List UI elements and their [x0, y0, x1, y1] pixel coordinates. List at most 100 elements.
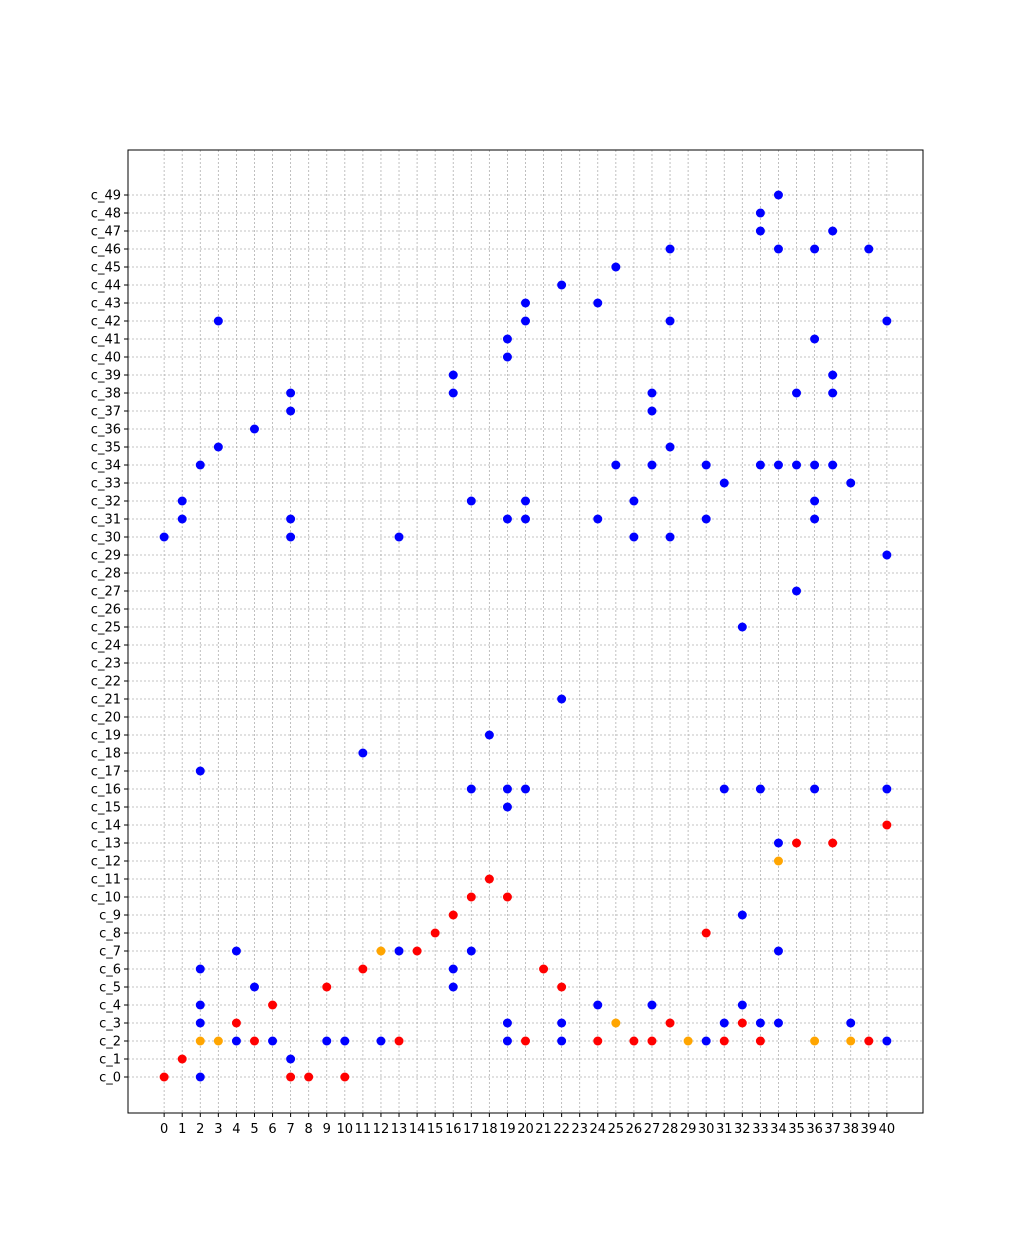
data-point-blue — [665, 244, 675, 254]
x-tick-label: 22 — [553, 1122, 570, 1137]
y-tick-label: c_36 — [91, 423, 121, 438]
x-tick-label: 31 — [716, 1122, 733, 1137]
data-point-blue — [792, 388, 802, 398]
y-tick-label: c_17 — [91, 765, 121, 780]
data-point-blue — [611, 460, 621, 470]
y-tick-label: c_15 — [91, 801, 121, 816]
y-tick-label: c_21 — [91, 693, 121, 708]
data-point-orange — [376, 946, 386, 956]
data-points — [159, 190, 892, 1082]
data-point-blue — [810, 460, 820, 470]
data-point-red — [792, 838, 802, 848]
data-point-blue — [882, 1036, 892, 1046]
data-point-blue — [231, 1036, 241, 1046]
data-point-red — [268, 1000, 278, 1010]
data-point-blue — [466, 784, 476, 794]
y-tick-label: c_47 — [91, 225, 121, 240]
data-point-red — [466, 892, 476, 902]
x-tick-label: 10 — [337, 1122, 354, 1137]
data-point-blue — [322, 1036, 332, 1046]
data-point-blue — [773, 244, 783, 254]
x-tick-label: 11 — [355, 1122, 372, 1137]
data-point-blue — [647, 1000, 657, 1010]
y-tick-label: c_34 — [91, 459, 121, 474]
data-point-red — [719, 1036, 729, 1046]
y-tick-label: c_2 — [99, 1035, 121, 1050]
data-point-blue — [448, 964, 458, 974]
x-tick-label: 39 — [861, 1122, 878, 1137]
y-tick-label: c_5 — [99, 981, 121, 996]
y-tick-label: c_1 — [99, 1053, 121, 1068]
data-point-blue — [195, 964, 205, 974]
data-point-blue — [593, 514, 603, 524]
data-point-blue — [593, 1000, 603, 1010]
data-point-red — [882, 820, 892, 830]
data-point-blue — [484, 730, 494, 740]
x-tick-label: 32 — [734, 1122, 751, 1137]
data-point-blue — [502, 352, 512, 362]
data-point-orange — [683, 1036, 693, 1046]
x-tick-label: 34 — [770, 1122, 787, 1137]
data-point-blue — [647, 388, 657, 398]
data-point-red — [593, 1036, 603, 1046]
x-axis-ticks: 0 1 2 3 4 5 6 7 8 9 10 11 12 13 14 15 16 17 18 19 20 21 22 23 24… — [160, 1113, 895, 1137]
data-point-blue — [647, 460, 657, 470]
data-point-blue — [629, 496, 639, 506]
x-tick-label: 33 — [752, 1122, 769, 1137]
x-tick-label: 3 — [214, 1122, 222, 1137]
y-tick-label: c_0 — [99, 1071, 121, 1086]
data-point-blue — [195, 1018, 205, 1028]
data-point-blue — [719, 784, 729, 794]
y-tick-label: c_48 — [91, 207, 121, 222]
data-point-blue — [701, 514, 711, 524]
x-tick-label: 36 — [806, 1122, 823, 1137]
data-point-blue — [521, 784, 530, 794]
data-point-blue — [448, 388, 458, 398]
y-tick-label: c_39 — [91, 369, 121, 384]
data-point-blue — [376, 1036, 386, 1046]
data-point-red — [286, 1072, 296, 1082]
data-point-blue — [773, 1018, 783, 1028]
x-tick-label: 21 — [535, 1122, 552, 1137]
data-point-blue — [665, 532, 675, 542]
data-point-blue — [737, 622, 747, 632]
x-tick-label: 7 — [286, 1122, 294, 1137]
data-point-blue — [755, 1018, 765, 1028]
data-point-blue — [828, 460, 838, 470]
x-tick-label: 12 — [373, 1122, 390, 1137]
data-point-blue — [792, 586, 802, 596]
data-point-blue — [195, 460, 205, 470]
data-point-blue — [810, 784, 820, 794]
x-tick-label: 1 — [178, 1122, 186, 1137]
data-point-blue — [213, 316, 223, 326]
x-tick-label: 9 — [323, 1122, 331, 1137]
data-point-red — [484, 874, 494, 884]
x-tick-label: 40 — [879, 1122, 896, 1137]
data-point-blue — [810, 244, 820, 254]
data-point-blue — [882, 316, 892, 326]
y-tick-label: c_16 — [91, 783, 121, 798]
data-point-red — [647, 1036, 657, 1046]
data-point-blue — [231, 946, 241, 956]
y-tick-label: c_27 — [91, 585, 121, 600]
y-tick-label: c_18 — [91, 747, 121, 762]
data-point-blue — [195, 1000, 205, 1010]
y-tick-label: c_41 — [91, 333, 121, 348]
data-point-blue — [195, 766, 205, 776]
data-point-blue — [593, 298, 603, 308]
data-point-blue — [792, 460, 802, 470]
x-tick-label: 15 — [427, 1122, 444, 1137]
grid-lines — [128, 150, 923, 1113]
data-point-blue — [665, 442, 675, 452]
data-point-blue — [755, 226, 765, 236]
data-point-red — [231, 1018, 241, 1028]
data-point-blue — [810, 496, 820, 506]
data-point-blue — [177, 496, 187, 506]
x-tick-label: 8 — [305, 1122, 313, 1137]
y-tick-label: c_13 — [91, 837, 121, 852]
data-point-red — [394, 1036, 404, 1046]
data-point-orange — [611, 1018, 621, 1028]
data-point-red — [629, 1036, 639, 1046]
